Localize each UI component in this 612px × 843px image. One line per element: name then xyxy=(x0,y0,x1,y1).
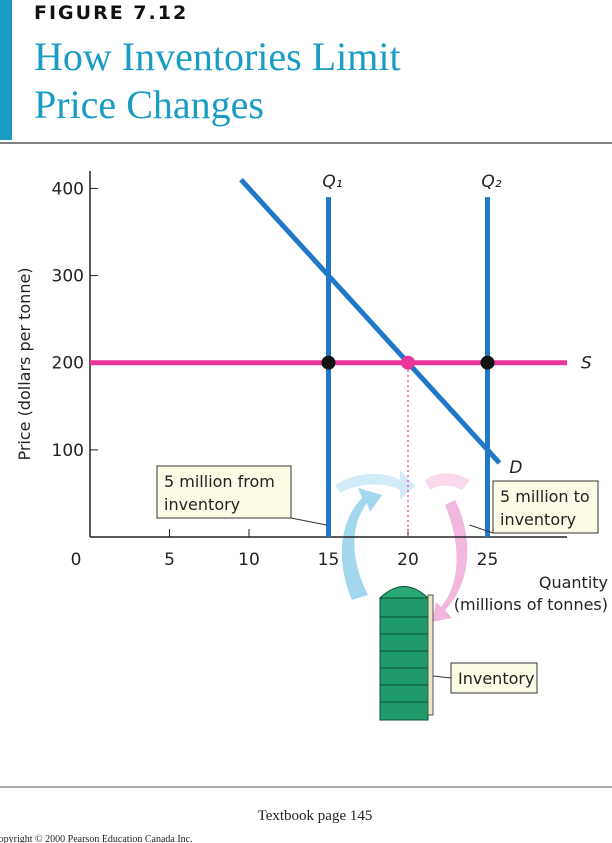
figure-number: FIGURE 7.12 xyxy=(34,2,188,24)
copyright: Copyright © 2000 Pearson Education Canad… xyxy=(0,834,193,843)
flow-arrow xyxy=(335,470,415,500)
y-tick-label: 100 xyxy=(52,441,84,461)
callout-box xyxy=(492,480,599,534)
series-label: Q₂ xyxy=(481,172,501,192)
callout-text: 5 million from xyxy=(164,472,275,491)
x-axis-label: (millions of tonnes) xyxy=(454,595,608,614)
callout-text: inventory xyxy=(500,510,576,529)
equilibrium-point xyxy=(480,355,495,370)
title-line: Price Changes xyxy=(34,82,264,127)
callout-text: Inventory xyxy=(458,669,534,688)
y-tick-label: 300 xyxy=(52,267,84,287)
callout-text: 5 million to xyxy=(500,487,590,506)
series-label: Q₁ xyxy=(322,172,342,192)
x-tick-label: 15 xyxy=(318,550,340,570)
silo xyxy=(378,586,434,721)
flow-arrow xyxy=(425,473,470,490)
x-axis-label: Quantity xyxy=(539,573,608,592)
y-tick-label: 200 xyxy=(52,354,84,374)
x-tick-label: 0 xyxy=(71,550,82,570)
callout-leader xyxy=(469,524,494,534)
series-label: S xyxy=(581,354,592,374)
equilibrium-point xyxy=(401,355,415,370)
page-reference: Textbook page 145 xyxy=(258,808,373,824)
callout-box xyxy=(156,465,292,519)
callout-text: inventory xyxy=(164,495,240,514)
x-tick-label: 20 xyxy=(397,550,419,570)
flow-arrow xyxy=(341,488,382,600)
callout-box xyxy=(450,662,538,694)
y-tick-label: 400 xyxy=(52,179,84,199)
equilibrium-point xyxy=(321,355,336,370)
callout-leader xyxy=(432,675,452,679)
callout-leader xyxy=(290,517,327,526)
flow-arrow xyxy=(432,500,468,622)
title-line: How Inventories Limit xyxy=(34,34,401,79)
x-tick-label: 25 xyxy=(477,550,499,570)
series-line xyxy=(239,178,502,465)
y-axis-label: Price (dollars per tonne) xyxy=(15,267,34,460)
accent-bar xyxy=(0,0,12,140)
x-tick-label: 10 xyxy=(238,550,260,570)
x-tick-label: 5 xyxy=(164,550,175,570)
series-label: D xyxy=(509,458,522,478)
